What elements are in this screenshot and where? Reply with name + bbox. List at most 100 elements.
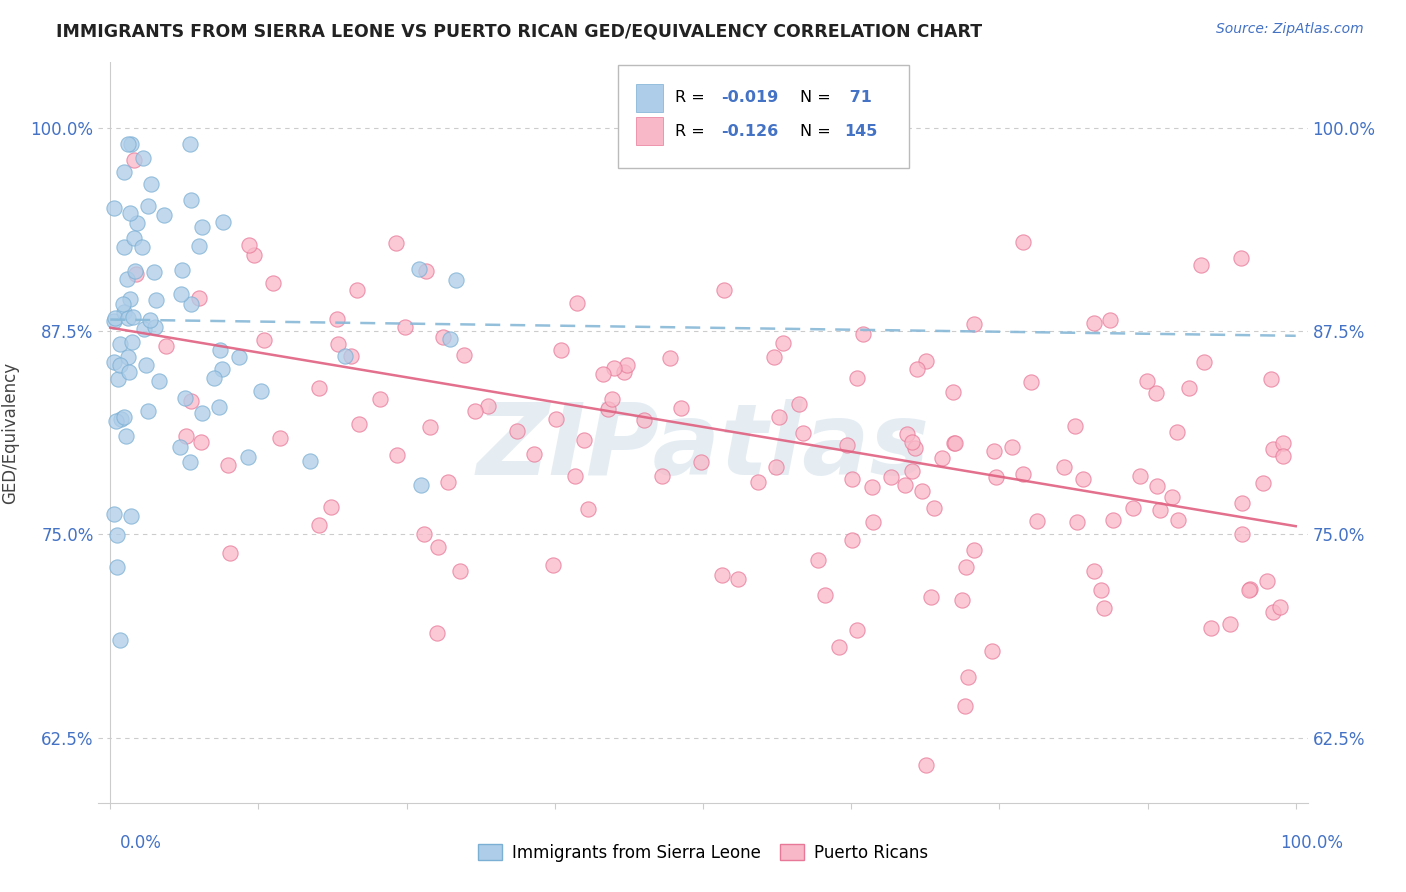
FancyBboxPatch shape <box>637 84 664 112</box>
Point <box>174 428 197 442</box>
Point <box>602 361 624 376</box>
Point <box>828 640 851 654</box>
Point <box>136 404 159 418</box>
Point <box>942 384 965 399</box>
Point <box>651 469 673 483</box>
Point <box>1092 601 1115 615</box>
Point <box>901 464 924 478</box>
Point <box>174 391 197 405</box>
Point <box>905 361 928 376</box>
Point <box>983 443 1005 458</box>
Text: IMMIGRANTS FROM SIERRA LEONE VS PUERTO RICAN GED/EQUIVALENCY CORRELATION CHART: IMMIGRANTS FROM SIERRA LEONE VS PUERTO R… <box>56 22 983 40</box>
Point <box>1256 574 1278 588</box>
Point <box>143 320 166 334</box>
Point <box>763 350 786 364</box>
Point <box>105 414 128 428</box>
Point <box>191 220 214 235</box>
Point <box>409 478 432 492</box>
Point <box>1261 442 1284 457</box>
Point <box>108 633 131 648</box>
Point <box>153 208 176 222</box>
Text: Source: ZipAtlas.com: Source: ZipAtlas.com <box>1216 22 1364 37</box>
Point <box>477 400 499 414</box>
Point <box>943 436 966 450</box>
Point <box>122 310 145 324</box>
Point <box>768 409 790 424</box>
Point <box>841 533 863 547</box>
Point <box>217 458 239 473</box>
Point <box>439 332 461 346</box>
Point <box>253 333 276 347</box>
Point <box>141 177 163 191</box>
Point <box>598 401 620 416</box>
Point <box>1144 386 1167 401</box>
Point <box>841 471 863 485</box>
Point <box>202 371 225 385</box>
Point <box>135 358 157 372</box>
Point <box>108 358 131 372</box>
Point <box>179 455 201 469</box>
Point <box>1192 355 1215 369</box>
Point <box>713 283 735 297</box>
Point <box>765 459 787 474</box>
Point <box>945 436 967 450</box>
Point <box>896 426 918 441</box>
Point <box>984 470 1007 484</box>
Point <box>1052 459 1074 474</box>
Point <box>132 151 155 165</box>
Point <box>727 572 749 586</box>
Point <box>922 501 945 516</box>
Point <box>1021 375 1043 389</box>
Point <box>980 644 1002 658</box>
Point <box>747 475 769 489</box>
Point <box>190 435 212 450</box>
Point <box>132 322 155 336</box>
Point <box>1167 513 1189 527</box>
Text: R =: R = <box>675 124 710 139</box>
Point <box>837 438 859 452</box>
Point <box>860 480 883 494</box>
Point <box>915 354 938 368</box>
Point <box>415 264 437 278</box>
Point <box>190 406 212 420</box>
Point <box>105 559 128 574</box>
Point <box>616 359 638 373</box>
Point <box>187 291 209 305</box>
Point <box>426 626 449 640</box>
Point <box>124 263 146 277</box>
Point <box>308 382 330 396</box>
Text: ZIPatlas: ZIPatlas <box>477 399 929 496</box>
Point <box>550 343 572 357</box>
Point <box>120 136 142 151</box>
Point <box>432 330 454 344</box>
Point <box>1253 476 1275 491</box>
Point <box>250 384 273 398</box>
Point <box>212 215 235 229</box>
Point <box>385 448 408 462</box>
Point <box>950 593 973 607</box>
Point <box>449 564 471 578</box>
Point <box>1166 425 1188 439</box>
Point <box>180 394 202 409</box>
Point <box>112 240 135 254</box>
Point <box>464 404 486 418</box>
Point <box>211 361 233 376</box>
Point <box>1272 435 1295 450</box>
Point <box>453 348 475 362</box>
Point <box>1102 513 1125 527</box>
Point <box>772 336 794 351</box>
Point <box>180 193 202 207</box>
Point <box>107 372 129 386</box>
Point <box>962 318 984 332</box>
Point <box>1001 440 1024 454</box>
Point <box>236 450 259 465</box>
Point <box>103 313 125 327</box>
Point <box>1064 419 1087 434</box>
Point <box>1230 495 1253 509</box>
Point <box>148 374 170 388</box>
Point <box>931 450 953 465</box>
Point <box>127 216 149 230</box>
Point <box>602 392 624 407</box>
Text: -0.126: -0.126 <box>721 124 779 139</box>
Point <box>112 165 135 179</box>
